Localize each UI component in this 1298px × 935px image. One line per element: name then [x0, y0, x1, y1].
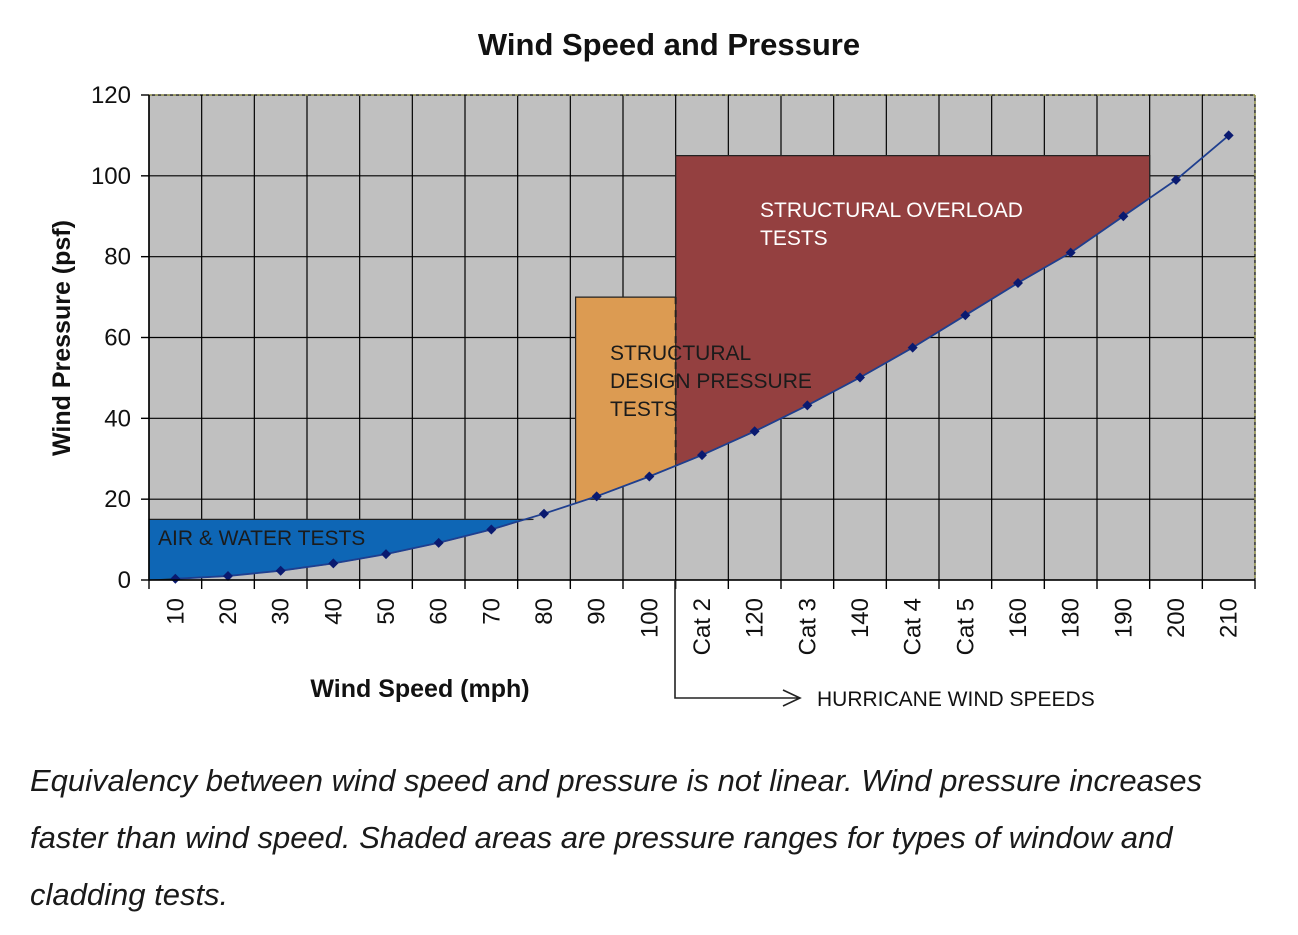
x-tick-label: 30: [268, 598, 295, 625]
y-tick-label: 40: [104, 405, 131, 432]
data-point: [697, 450, 707, 461]
x-tick-label: 210: [1216, 598, 1243, 638]
data-point: [1065, 247, 1076, 258]
data-point: [749, 426, 760, 437]
zone-label: TESTS: [760, 227, 828, 250]
data-point: [1013, 277, 1023, 288]
x-tick-label: 80: [531, 598, 558, 625]
data-point: [275, 565, 286, 576]
figure-caption: Equivalency between wind speed and press…: [30, 763, 1203, 912]
zone-label: STRUCTURAL: [610, 342, 751, 365]
x-tick-label: Cat 3: [794, 598, 821, 655]
x-tick-label: Cat 5: [952, 598, 979, 655]
x-tick-label: 100: [636, 598, 663, 638]
x-tick-label: 20: [215, 598, 242, 625]
data-point: [223, 570, 233, 581]
y-axis-title: Wind Pressure (psf): [48, 220, 76, 456]
data-point: [907, 342, 918, 353]
y-tick-label: 0: [118, 567, 131, 594]
chart-title: Wind Speed and Pressure: [478, 27, 860, 62]
hurricane-label: HURRICANE WIND SPEEDS: [817, 688, 1095, 711]
data-point: [1118, 211, 1129, 222]
data-point: [591, 491, 602, 502]
data-point: [433, 537, 444, 548]
y-tick-label: 100: [91, 163, 131, 190]
x-tick-label: Cat 2: [689, 598, 716, 655]
data-point: [381, 549, 391, 560]
x-axis-title: Wind Speed (mph): [310, 675, 529, 703]
zone-label: STRUCTURAL OVERLOAD: [760, 199, 1023, 222]
data-point: [1223, 130, 1234, 141]
x-tick-label: 160: [1005, 598, 1032, 638]
x-tick-label: 90: [584, 598, 611, 625]
x-tick-label: 40: [320, 598, 347, 625]
data-point: [486, 524, 497, 535]
x-tick-label: 190: [1110, 598, 1137, 638]
zone-label: DESIGN PRESSURE: [610, 370, 812, 393]
hurricane-annotation: HURRICANE WIND SPEEDS: [674, 580, 1095, 711]
zone-label: TESTS: [610, 398, 678, 421]
hurricane-arrow: [674, 580, 802, 707]
x-tick-label: 120: [742, 598, 769, 638]
y-tick-label: 60: [104, 325, 131, 352]
x-tick-label: 200: [1163, 598, 1190, 638]
y-tick-label: 120: [91, 82, 131, 109]
chart-svg: Wind Speed and Pressure AIR & WATER TEST…: [48, 27, 1256, 711]
x-tick-label: 60: [426, 598, 453, 625]
x-tick-label: 70: [478, 598, 505, 625]
data-point: [170, 573, 181, 584]
data-point: [644, 471, 655, 482]
zone-label: AIR & WATER TESTS: [158, 527, 365, 550]
x-tick-label: Cat 4: [900, 598, 927, 655]
x-tick-label: 50: [373, 598, 400, 625]
y-tick-label: 20: [104, 486, 131, 513]
x-tick-label: 180: [1058, 598, 1085, 638]
plot-area: AIR & WATER TESTS STRUCTURAL DESIGN PRESSU…: [91, 82, 1256, 655]
data-point: [960, 310, 971, 321]
data-point: [328, 558, 339, 569]
data-point: [1171, 174, 1181, 185]
x-tick-label: 10: [162, 598, 189, 625]
x-tick-label: 140: [847, 598, 874, 638]
y-tick-label: 80: [104, 244, 131, 271]
data-point: [802, 400, 813, 411]
data-point: [855, 372, 865, 383]
data-point: [539, 508, 549, 519]
